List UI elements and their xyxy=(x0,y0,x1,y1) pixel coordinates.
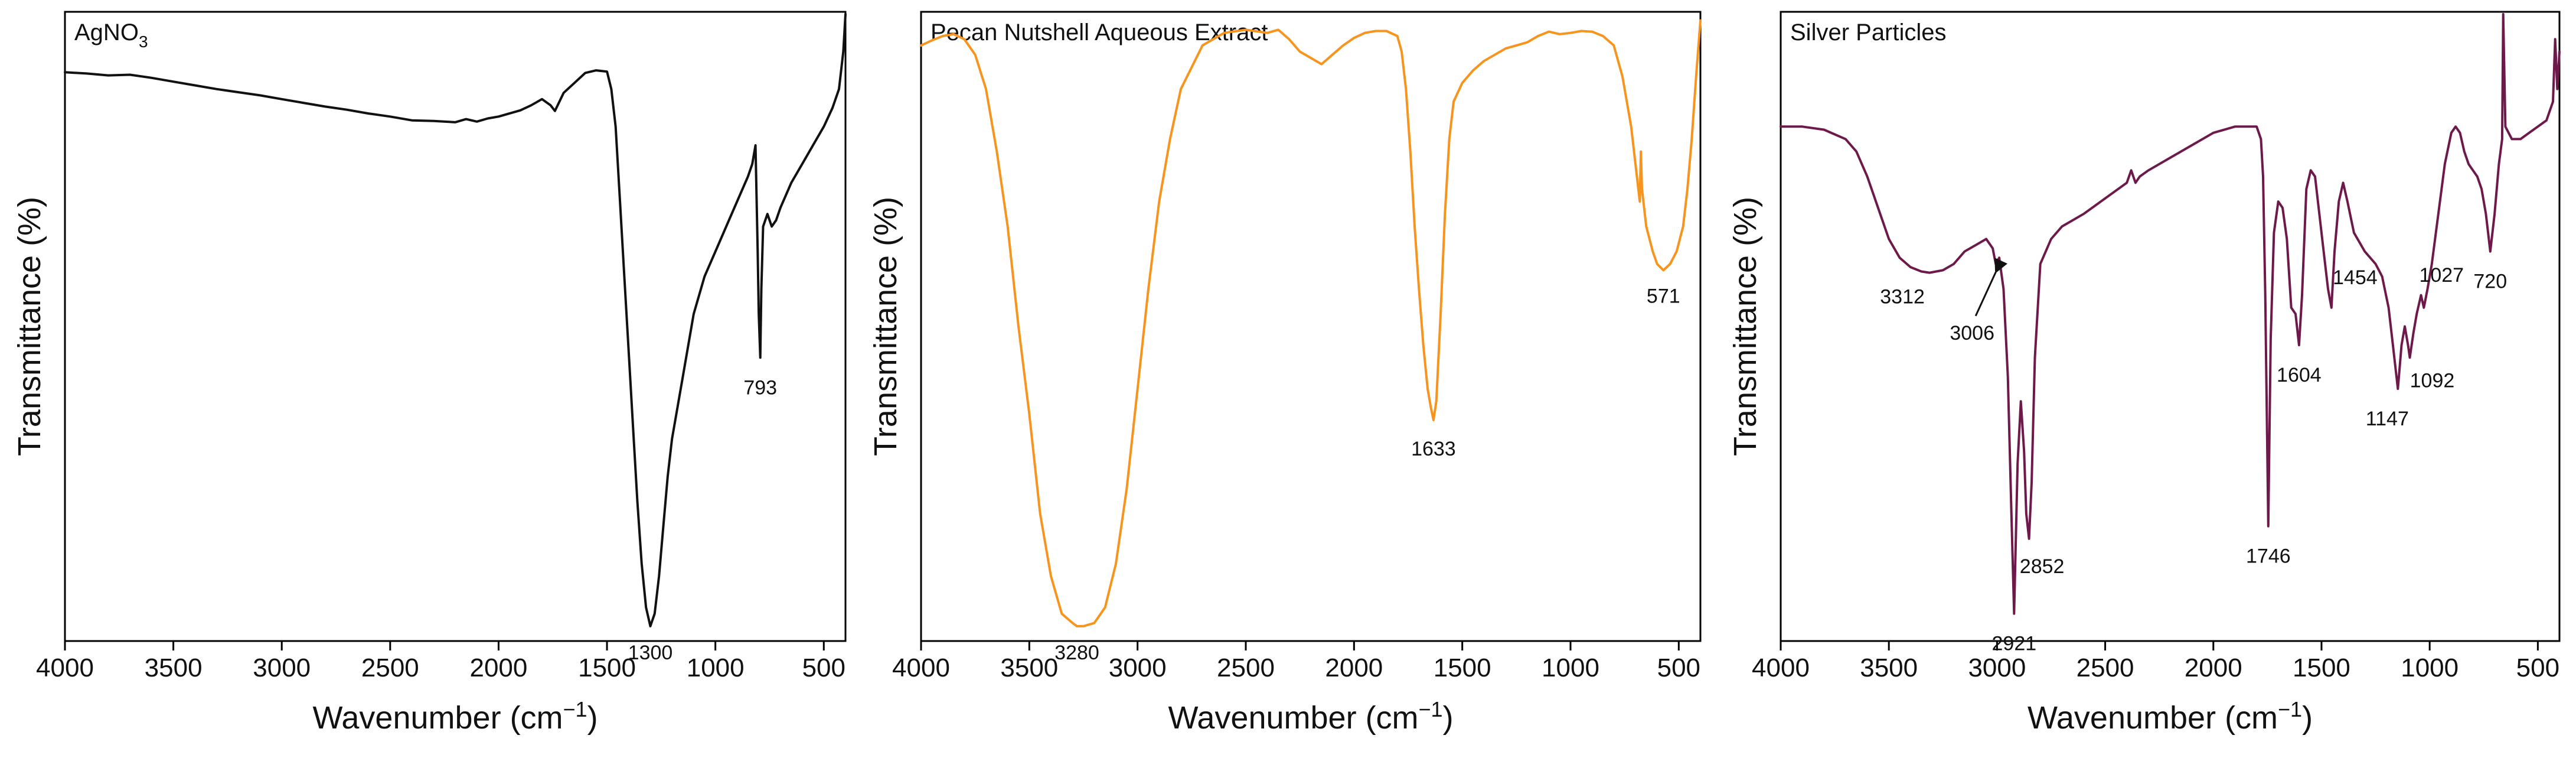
x-tick-label: 500 xyxy=(802,653,845,682)
x-tick-label: 1000 xyxy=(2401,653,2459,682)
x-axis-title-superscript: −1 xyxy=(563,697,587,721)
x-tick-label: 4000 xyxy=(36,653,94,682)
x-tick-label: 1000 xyxy=(687,653,745,682)
panel-pecan-nutshell-aqueous-extract: Pecan Nutshell Aqueous Extract 4000 3500 30… xyxy=(868,11,1702,736)
x-tick-label: 2500 xyxy=(361,653,419,682)
panel-title: AgNO3 xyxy=(74,19,148,51)
peak-label-720: 720 xyxy=(2473,271,2507,293)
x-tick-label: 500 xyxy=(2516,653,2559,682)
x-tick-label: 1000 xyxy=(1542,653,1599,682)
spectrum-line-agno3 xyxy=(64,13,847,627)
x-tick-label: 4000 xyxy=(1752,653,1810,682)
x-tick-label: 3500 xyxy=(145,653,203,682)
peak-label-2852: 2852 xyxy=(2020,555,2065,578)
spectrum-line-silver-particles xyxy=(1780,13,2561,615)
x-axis-title-close: ) xyxy=(587,700,598,736)
x-axis-title: Wavenumber (cm−1) xyxy=(1168,697,1453,736)
x-axis-title: Wavenumber (cm−1) xyxy=(312,697,598,736)
x-axis-title-main: Wavenumber (cm xyxy=(312,700,563,736)
peak-arrow-3006 xyxy=(1974,258,2008,317)
peak-label-1633: 1633 xyxy=(1411,438,1456,460)
plot-frame xyxy=(64,11,847,642)
peak-label-1604: 1604 xyxy=(2277,364,2322,386)
panel-title: Pecan Nutshell Aqueous Extract xyxy=(931,19,1268,45)
x-tick-label: 2000 xyxy=(469,653,527,682)
x-tick-label: 1500 xyxy=(2293,653,2350,682)
panel-title: Silver Particles xyxy=(1790,19,1947,45)
x-tick-label: 2000 xyxy=(2185,653,2242,682)
peak-label-2921: 2921 xyxy=(1992,633,2037,655)
peak-label-1027: 1027 xyxy=(2419,264,2464,287)
x-axis-title-close: ) xyxy=(2302,700,2313,736)
x-tick-label: 2500 xyxy=(2077,653,2134,682)
x-tick-label: 3000 xyxy=(1968,653,2026,682)
x-tick-label: 3500 xyxy=(1000,653,1058,682)
peak-label-1147: 1147 xyxy=(2366,408,2409,430)
x-tick-label: 1500 xyxy=(578,653,636,682)
peak-label-1454: 1454 xyxy=(2333,266,2378,289)
x-tick-label: 3000 xyxy=(253,653,311,682)
peak-label-1746: 1746 xyxy=(2246,545,2291,568)
peak-label-793: 793 xyxy=(743,376,777,399)
peak-label-571: 571 xyxy=(1647,285,1680,307)
x-axis-title-main: Wavenumber (cm xyxy=(2028,700,2278,736)
x-axis-title-superscript: −1 xyxy=(1419,697,1443,721)
y-axis-title: Transmittance (%) xyxy=(1728,197,1763,456)
x-tick-label: 3500 xyxy=(1860,653,1918,682)
x-axis-title-main: Wavenumber (cm xyxy=(1168,700,1418,736)
x-tick-label: 4000 xyxy=(892,653,950,682)
x-axis-title-superscript: −1 xyxy=(2278,697,2302,721)
panel-title-main: AgNO xyxy=(74,19,139,45)
plot-frame xyxy=(920,11,1702,642)
peak-label-1300: 1300 xyxy=(628,642,673,664)
x-axis-title-close: ) xyxy=(1443,700,1454,736)
panel-agno3: AgNO3 4000 3500 3000 2500 2000 1500 1000 500 Wave… xyxy=(12,11,847,736)
x-tick-label: 1500 xyxy=(1434,653,1491,682)
peak-label-3280: 3280 xyxy=(1054,642,1099,664)
panel-title-subscript: 3 xyxy=(139,32,148,51)
peak-label-3006: 3006 xyxy=(1950,322,1994,344)
peak-label-3312: 3312 xyxy=(1880,286,1925,308)
y-axis-title: Transmittance (%) xyxy=(868,197,903,456)
x-tick-label: 2500 xyxy=(1217,653,1275,682)
y-axis-title: Transmittance (%) xyxy=(12,197,47,456)
plot-frame xyxy=(1780,11,2561,642)
panel-silver-particles: Silver Particles 4000 3500 3000 2500 2000 1500… xyxy=(1728,11,2561,736)
x-axis-title: Wavenumber (cm−1) xyxy=(2028,697,2313,736)
x-tick-label: 2000 xyxy=(1325,653,1383,682)
spectrum-line-pecan-nutshell-aqueous-extract xyxy=(920,19,1702,627)
x-tick-label: 3000 xyxy=(1109,653,1167,682)
peak-label-1092: 1092 xyxy=(2410,369,2455,392)
x-tick-label: 500 xyxy=(1657,653,1700,682)
